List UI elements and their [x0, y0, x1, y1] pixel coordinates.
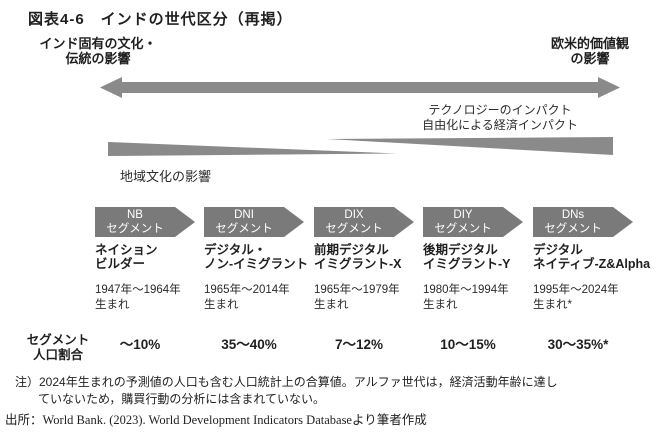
segment-code: NB: [127, 209, 143, 221]
segment-years: 1995年～2024年 生まれ*: [533, 283, 619, 312]
segment-name-line2: ネイティブ-Z&Alpha: [533, 257, 651, 271]
segment-column-dns: DNs セグメント デジタル ネイティブ-Z&Alpha 1995年～2024年…: [533, 207, 650, 367]
segment-word: セグメント: [106, 222, 164, 235]
segment-word: セグメント: [544, 222, 602, 235]
segment-code: DIX: [344, 209, 364, 221]
segment-name-line1: デジタル: [533, 243, 583, 257]
share-row-label-line2: 人口割合: [32, 348, 83, 362]
source-line: 出所：World Bank. (2023). World Development…: [5, 413, 427, 427]
segment-name: デジタル・ ノン-イミグラント: [204, 243, 308, 271]
segment-years-line2: 生まれ: [204, 298, 239, 311]
right-pole-line1: 欧米的価値観: [550, 36, 629, 51]
segment-name-line2: イミグラント-Y: [423, 257, 511, 271]
segment-years-line2: 生まれ: [314, 298, 349, 311]
segment-column-nb: NB セグメント ネイション ビルダー 1947年～1964年 生まれ ～10%: [95, 207, 207, 367]
segment-share: 35～40%: [221, 337, 277, 352]
segment-years-line1: 1965年～2014年: [204, 284, 290, 296]
segment-column-dix: DIX セグメント 前期デジタル イミグラント-X 1965年～1979年 生ま…: [314, 207, 426, 367]
segment-share: 7～12%: [334, 337, 384, 352]
note-line1: 注）2024年生まれの予測値の人口も含む人口統計上の合算値。アルファ世代は，経済…: [15, 375, 558, 389]
segment-years-line2: 生まれ*: [533, 298, 572, 311]
segment-years-line1: 1995年～2024年: [533, 284, 619, 296]
segment-years: 1980年～1994年 生まれ: [423, 283, 509, 312]
chevron-arrow-icon: DIX セグメント: [314, 207, 414, 237]
segment-years-line2: 生まれ: [95, 298, 130, 311]
double-arrow-icon: [100, 77, 620, 156]
impact-line2: 自由化による経済インパクト: [422, 118, 578, 132]
figure-title: 図表4-6 インドの世代区分（再掲）: [28, 11, 293, 28]
regional-culture-label: 地域文化の影響: [120, 169, 212, 184]
right-pole-label: 欧米的価値観 の影響: [520, 36, 660, 66]
left-pole-line1: インド固有の文化・: [39, 36, 157, 51]
double-arrow-shape: [100, 77, 620, 98]
segment-word: セグメント: [215, 222, 273, 235]
segment-name: デジタル ネイティブ-Z&Alpha: [533, 243, 650, 271]
segment-share: 30～35%*: [547, 337, 609, 352]
segment-years-line2: 生まれ: [423, 298, 458, 311]
impact-label: テクノロジーのインパクト 自由化による経済インパクト: [390, 103, 610, 133]
right-pole-line2: の影響: [570, 51, 610, 66]
share-row-label: セグメント 人口割合: [16, 333, 100, 363]
note-line2: ていないため，購買行動の分析には含まれていない。: [38, 392, 326, 406]
segment-code: DNI: [234, 209, 254, 221]
segment-name: 後期デジタル イミグラント-Y: [423, 243, 511, 271]
segment-name-line2: ノン-イミグラント: [204, 257, 309, 271]
segment-name-line1: 後期デジタル: [423, 243, 498, 257]
impact-line1: テクノロジーのインパクト: [428, 103, 572, 117]
segment-name-line1: ネイション: [95, 243, 158, 257]
segment-years: 1947年～1964年 生まれ: [95, 283, 181, 312]
left-pole-line2: 伝統の影響: [65, 51, 131, 66]
technology-impact-wedge-icon: [327, 137, 613, 155]
segment-name: 前期デジタル イミグラント-X: [314, 243, 402, 271]
share-row-label-line1: セグメント: [26, 333, 90, 347]
segment-years: 1965年～2014年 生まれ: [204, 283, 290, 312]
segment-name: ネイション ビルダー: [95, 243, 158, 271]
segment-name-line1: デジタル・: [204, 243, 267, 257]
segment-word: セグメント: [434, 222, 492, 235]
segment-name-line2: ビルダー: [95, 257, 146, 271]
segment-code: DIY: [453, 209, 473, 221]
left-pole-label: インド固有の文化・ 伝統の影響: [36, 36, 160, 66]
chevron-arrow-icon: DIY セグメント: [423, 207, 523, 237]
segment-code: DNs: [561, 209, 585, 221]
segment-name-line2: イミグラント-X: [314, 257, 402, 271]
segment-word: セグメント: [325, 222, 383, 235]
chevron-arrow-icon: NB セグメント: [95, 207, 195, 237]
segment-column-dni: DNI セグメント デジタル・ ノン-イミグラント 1965年～2014年 生ま…: [204, 207, 316, 367]
segment-years-line1: 1947年～1964年: [95, 284, 181, 296]
segment-share: 10～15%: [440, 337, 496, 352]
regional-culture-wedge-icon: [108, 142, 397, 156]
segment-years-line1: 1965年～1979年: [314, 284, 400, 296]
segment-column-diy: DIY セグメント 後期デジタル イミグラント-Y 1980年～1994年 生ま…: [423, 207, 535, 367]
segment-years-line1: 1980年～1994年: [423, 284, 509, 296]
segment-name-line1: 前期デジタル: [314, 243, 389, 257]
segment-share: ～10%: [119, 337, 161, 352]
chevron-arrow-icon: DNI セグメント: [204, 207, 304, 237]
chevron-arrow-icon: DNs セグメント: [533, 207, 633, 237]
segment-years: 1965年～1979年 生まれ: [314, 283, 400, 312]
